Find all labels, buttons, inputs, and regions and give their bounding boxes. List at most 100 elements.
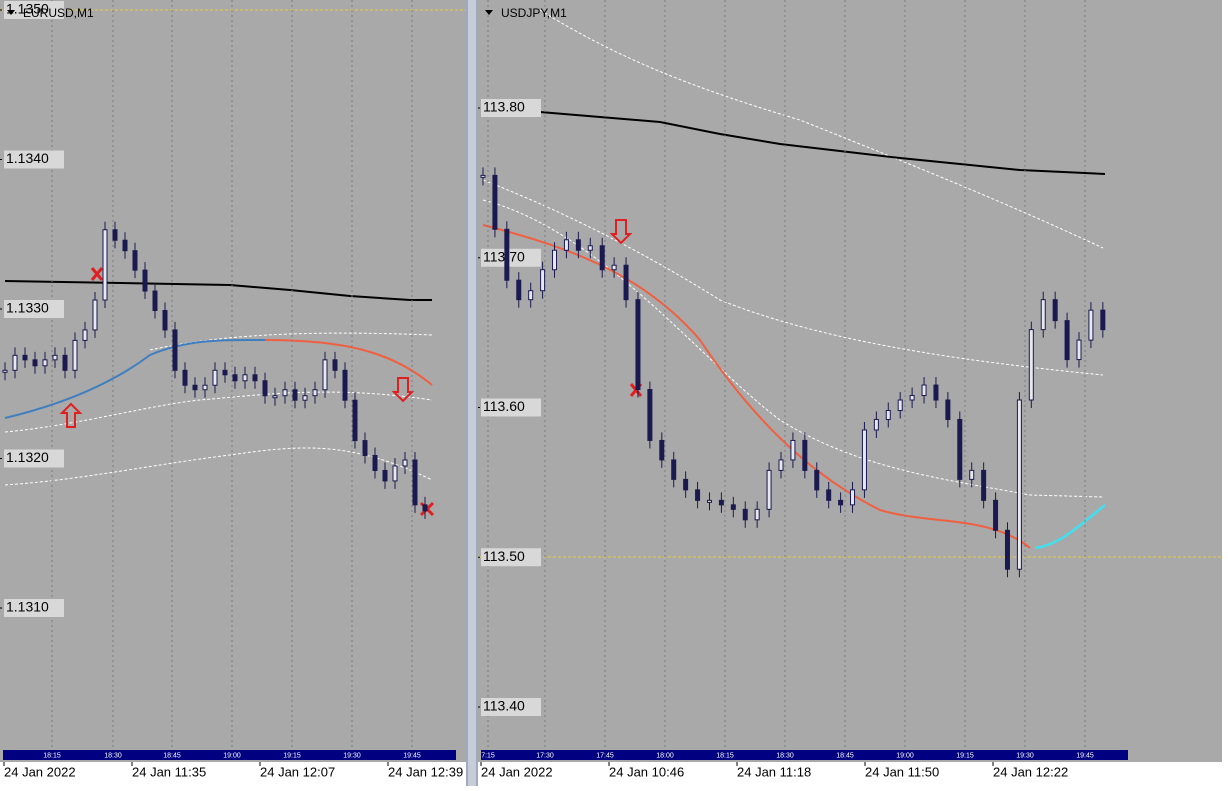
menu-triangle	[7, 10, 15, 15]
price-label: 113.40	[483, 698, 525, 714]
date-label: 24 Jan 12:22	[993, 764, 1068, 779]
candle	[861, 429, 867, 491]
candle	[540, 269, 546, 292]
time-label: 19:15	[956, 752, 974, 759]
moving-average	[482, 224, 1031, 549]
candle	[352, 399, 358, 442]
time-label: 19:00	[223, 752, 241, 759]
candle	[683, 478, 689, 491]
candle	[272, 395, 278, 399]
candle	[850, 489, 856, 506]
candle	[909, 395, 915, 401]
candle	[790, 439, 796, 461]
candle	[659, 439, 665, 461]
splitter[interactable]	[466, 0, 478, 786]
time-label: 19:00	[896, 752, 914, 759]
price-label-bg	[481, 698, 541, 716]
candle	[2, 369, 8, 373]
price-label: 113.80	[483, 99, 525, 115]
price-label: 1.1330	[6, 300, 49, 316]
time-label: 18:45	[163, 752, 181, 759]
price-label-bg	[4, 150, 64, 169]
candle	[32, 359, 38, 367]
candle	[22, 354, 28, 361]
candle	[814, 469, 820, 491]
candle	[172, 329, 178, 371]
candle	[575, 239, 581, 251]
moving-average	[4, 338, 266, 419]
time-label: 18:45	[836, 752, 854, 759]
chart-bg-right[interactable]	[478, 0, 1222, 762]
candle	[945, 399, 951, 420]
candle	[897, 399, 903, 411]
candle	[635, 299, 641, 391]
candle	[492, 174, 498, 230]
candle	[382, 469, 388, 482]
candle	[292, 389, 298, 401]
time-label: 17:30	[536, 752, 554, 759]
price-label-bg	[481, 99, 541, 117]
price-label-bg	[4, 1, 64, 19]
candle	[504, 228, 510, 281]
level-line	[4, 280, 432, 301]
candle	[1004, 529, 1010, 570]
price-label: 1.1340	[6, 150, 49, 166]
date-label: 24 Jan 12:07	[260, 764, 335, 779]
candle	[718, 499, 724, 506]
time-label: 19:45	[1076, 752, 1094, 759]
time-label: 19:30	[343, 752, 361, 759]
candle	[342, 369, 348, 401]
candle	[742, 508, 748, 521]
candle	[312, 389, 318, 397]
symbol-title: EURUSD,M1	[23, 6, 94, 20]
time-label: 7:15	[481, 752, 495, 759]
level-line	[482, 107, 1106, 175]
candle	[993, 499, 999, 531]
candle	[302, 395, 308, 401]
candle	[1028, 329, 1034, 401]
time-strip	[481, 750, 1128, 760]
candle	[480, 174, 486, 178]
candle	[587, 245, 593, 251]
moving-average	[264, 339, 433, 386]
candle	[372, 455, 378, 471]
date-label: 24 Jan 10:46	[609, 764, 684, 779]
candle	[412, 459, 418, 506]
indicators	[0, 9, 1222, 558]
candle	[957, 418, 963, 480]
candle	[142, 269, 148, 292]
price-label: 113.60	[483, 398, 525, 414]
candle	[1052, 299, 1058, 322]
date-label: 24 Jan 11:50	[865, 764, 939, 779]
time-label: 19:30	[1016, 752, 1034, 759]
price-label-bg	[4, 300, 64, 318]
candle	[362, 440, 368, 457]
candle	[516, 279, 522, 301]
menu-triangle	[485, 10, 493, 15]
candle	[202, 384, 208, 391]
candle	[182, 369, 188, 386]
candle	[282, 389, 288, 397]
time-label: 18:30	[776, 752, 794, 759]
candle	[981, 469, 987, 501]
candle	[671, 459, 677, 480]
candle	[262, 380, 268, 397]
candle	[82, 329, 88, 341]
candle	[826, 489, 832, 501]
candle	[162, 309, 168, 331]
candle	[192, 384, 198, 391]
candle	[52, 354, 58, 361]
candle	[933, 384, 939, 401]
candle	[72, 339, 78, 371]
band	[482, 199, 1104, 498]
candle	[332, 359, 338, 371]
time-label: 19:15	[283, 752, 301, 759]
candle	[552, 249, 558, 271]
candle	[132, 250, 138, 271]
candle	[242, 374, 248, 382]
candle	[778, 459, 784, 471]
arrow-down	[391, 377, 415, 403]
moving-average	[1034, 504, 1106, 550]
candle	[885, 409, 891, 420]
